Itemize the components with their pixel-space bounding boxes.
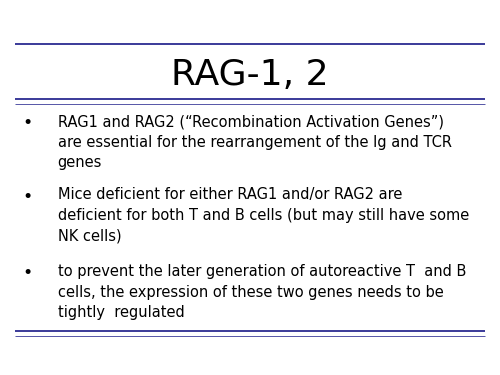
Text: Mice deficient for either RAG1 and/or RAG2 are
deficient for both T and B cells : Mice deficient for either RAG1 and/or RA… — [58, 188, 469, 243]
Text: RAG-1, 2: RAG-1, 2 — [171, 58, 329, 92]
Text: •: • — [22, 264, 32, 282]
Text: to prevent the later generation of autoreactive T  and B
cells, the expression o: to prevent the later generation of autor… — [58, 264, 466, 320]
Text: RAG1 and RAG2 (“Recombination Activation Genes”)
are essential for the rearrange: RAG1 and RAG2 (“Recombination Activation… — [58, 114, 452, 170]
Text: •: • — [22, 188, 32, 206]
Text: •: • — [22, 114, 32, 132]
